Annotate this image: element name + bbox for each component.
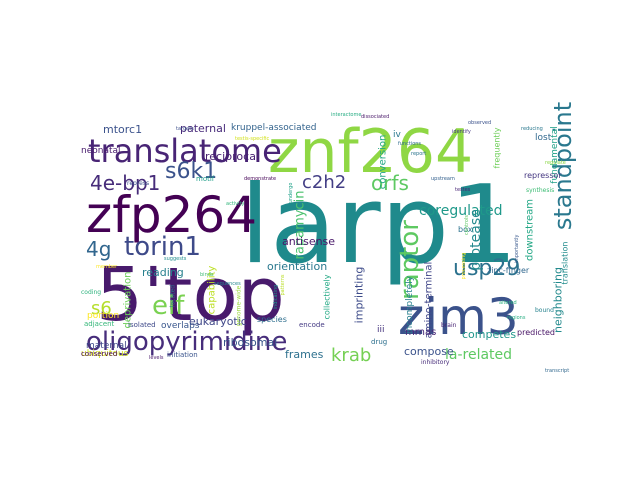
word-repress: repress: [127, 180, 149, 187]
word-translation: translation: [561, 241, 570, 284]
word-coregulated: coregulated: [419, 203, 503, 219]
word-compose: compose: [404, 345, 454, 358]
word-ribosomal: ribosomal: [223, 336, 277, 349]
word-predicted: predicted: [517, 328, 555, 337]
word-demonstrate: demonstrate: [244, 176, 276, 182]
word-genome-wide: genome-wide: [236, 285, 243, 326]
word-targets: targets: [176, 126, 194, 132]
word-frames: frames: [285, 348, 324, 361]
word-identify: identify: [452, 129, 471, 135]
word-downstream: downstream: [525, 199, 536, 261]
word-encode: encode: [299, 321, 325, 329]
word-conserved: conserved: [81, 350, 117, 358]
word-mtorc1: mtorc1: [103, 123, 142, 136]
word-transcript: transcript: [545, 368, 569, 374]
word-krab: krab: [331, 345, 371, 366]
word-interactome: interactome: [331, 112, 361, 118]
word-drug: drug: [371, 338, 387, 346]
word-c2h2: c2h2: [302, 172, 346, 193]
word-adjacent: adjacent: [84, 320, 115, 328]
word-reading: reading: [142, 266, 184, 279]
word-reciprocal: reciprocal: [205, 150, 259, 163]
word-inhibitory: inhibitory: [421, 359, 450, 366]
word-activity: activity: [226, 201, 244, 207]
word-motif: motif: [196, 175, 215, 183]
word-frequently: frequently: [493, 127, 502, 168]
word-zinc-finger: zinc-finger: [487, 266, 530, 275]
word-upstream: upstream: [431, 176, 455, 182]
word-altered: altered: [499, 300, 517, 306]
word-testis-specific: testis-specific: [235, 136, 270, 142]
word-neonatal: neonatal: [81, 146, 121, 156]
word-processing: processing: [461, 253, 467, 280]
word-competes: competes: [462, 328, 516, 341]
word-lost: lost: [535, 133, 552, 143]
word-located: located: [170, 285, 177, 307]
word-binds: binds: [200, 272, 214, 278]
word-la-related: la-related: [445, 347, 512, 363]
word-coding: coding: [81, 289, 101, 296]
word-testes: testes: [455, 187, 471, 193]
word-bound: bound: [535, 307, 554, 314]
word-dissociated: dissociated: [361, 114, 389, 120]
word-orientation: orientation: [267, 260, 327, 273]
word-regions: regions: [507, 315, 526, 321]
word-protease: protease: [468, 209, 484, 271]
word-synthesis: synthesis: [526, 187, 554, 194]
word-member: member: [96, 264, 118, 270]
word-deprivation: deprivation: [123, 272, 134, 329]
word-observed: observed: [468, 120, 491, 126]
word-rapamycin: rapamycin: [293, 191, 308, 260]
word-isolated: isolated: [128, 321, 156, 329]
word-iii: iii: [377, 325, 385, 335]
word-brain: brain: [441, 322, 457, 329]
word-functions: functions: [398, 141, 421, 147]
word-patterns: patterns: [280, 274, 286, 295]
word-report: report: [411, 151, 426, 157]
word-species: species: [257, 315, 287, 324]
word-importantly: importantly: [514, 234, 520, 263]
word-controls: controls: [464, 215, 470, 235]
word-sequences: sequences: [214, 281, 241, 287]
word-torin1: torin1: [124, 232, 201, 262]
word-regulate: regulate: [545, 160, 566, 166]
word-4e-bp1: 4e-bp1: [90, 171, 160, 195]
word-repressor: repressor: [524, 171, 562, 180]
word-indicating: indicating: [273, 285, 279, 310]
word-imprinting: imprinting: [353, 267, 366, 324]
word-initiation: initiation: [167, 351, 198, 359]
word-kruppel-associated: kruppel-associated: [231, 123, 316, 133]
word-4g: 4g: [86, 237, 111, 261]
word-overlaps: overlaps: [161, 321, 200, 331]
word-collectively: collectively: [323, 274, 332, 319]
word-iv: iv: [393, 130, 402, 140]
word-undergo: undergo: [288, 183, 294, 204]
word-reducing: reducing: [521, 126, 543, 132]
word-conversion: conversion: [378, 135, 389, 190]
word-incompletely: incompletely: [405, 275, 415, 334]
word-levels: levels: [149, 355, 164, 361]
word-antisense: antisense: [282, 235, 335, 248]
word-suggests: suggests: [164, 256, 187, 262]
